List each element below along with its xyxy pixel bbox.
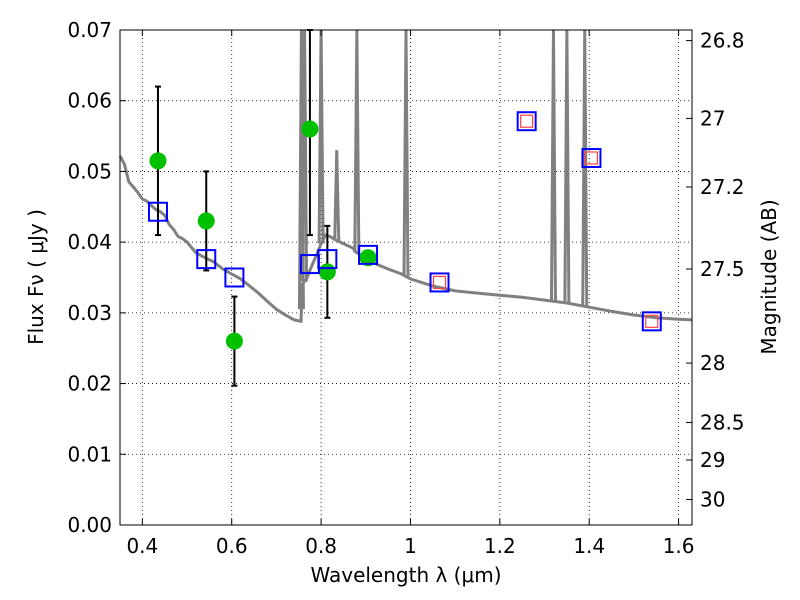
observed-point xyxy=(318,263,336,281)
y-tick-label: 0.05 xyxy=(67,159,112,183)
upper-limit-marker xyxy=(645,314,659,328)
sed-emission-line xyxy=(549,29,557,302)
mag-tick-label: 29 xyxy=(700,448,725,472)
sed-emission-line xyxy=(581,29,589,307)
x-tick-label: 1.2 xyxy=(484,534,516,558)
mag-tick-label: 27.2 xyxy=(700,175,745,199)
axis-ticks: 0.4 0.6 0.8 1 1.2 1.4 1.6 0.00 0.01 0.02 0.03 0.04 0… xyxy=(67,18,744,558)
y-tick-label: 0.06 xyxy=(67,89,112,113)
x-tick-label: 1 xyxy=(404,534,417,558)
observed-point xyxy=(301,120,319,138)
upper-limit-marker xyxy=(584,151,599,165)
model-box-marker xyxy=(147,201,168,222)
y-tick-label: 0.03 xyxy=(67,301,112,325)
mag-tick-label: 26.8 xyxy=(700,29,745,53)
y2-axis-label: Magnitude (AB) xyxy=(757,199,781,354)
sed-emission-line xyxy=(317,29,325,244)
observed-point xyxy=(149,152,167,170)
x-tick-label: 0.4 xyxy=(126,534,158,558)
mag-tick-label: 27 xyxy=(700,106,725,130)
mag-tick-label: 28 xyxy=(700,351,725,375)
x-tick-label: 1.6 xyxy=(663,534,695,558)
model-box-marker xyxy=(429,272,450,293)
model-box-layer xyxy=(147,111,662,332)
y-tick-label: 0.07 xyxy=(67,18,112,42)
model-box-marker xyxy=(358,244,379,265)
upper-limit-marker xyxy=(432,275,447,290)
mag-tick-label: 28.5 xyxy=(700,410,745,434)
x-tick-label: 1.4 xyxy=(573,534,605,558)
model-box-marker xyxy=(317,249,338,270)
model-box-marker xyxy=(196,249,217,270)
sed-emission-line xyxy=(402,29,410,277)
sed-emission-line xyxy=(563,29,571,303)
observed-points-layer xyxy=(149,120,377,350)
x-tick-label: 0.8 xyxy=(305,534,337,558)
sed-emission-line xyxy=(353,29,361,253)
observed-point xyxy=(197,212,215,230)
y-tick-label: 0.02 xyxy=(67,372,112,396)
model-box-marker xyxy=(581,147,602,168)
plot-frame xyxy=(119,29,693,526)
model-box-marker xyxy=(224,267,245,288)
model-box-marker xyxy=(641,311,662,332)
sed-emission-line xyxy=(333,150,341,241)
mag-tick-label: 27.5 xyxy=(700,257,745,281)
sed-emission-line xyxy=(301,29,309,282)
y-axis-label: Flux Fν ( μJy ) xyxy=(24,209,48,345)
upper-limit-marker xyxy=(520,114,534,128)
x-tick-label: 0.6 xyxy=(216,534,248,558)
y-tick-label: 0.04 xyxy=(67,230,112,254)
x-axis-label: Wavelength λ (μm) xyxy=(310,563,501,587)
y-tick-label: 0.00 xyxy=(67,513,112,537)
y-tick-label: 0.01 xyxy=(67,442,112,466)
mag-tick-label: 30 xyxy=(700,488,725,512)
observed-point xyxy=(225,332,243,350)
grid xyxy=(120,30,692,525)
model-box-marker xyxy=(516,111,537,132)
